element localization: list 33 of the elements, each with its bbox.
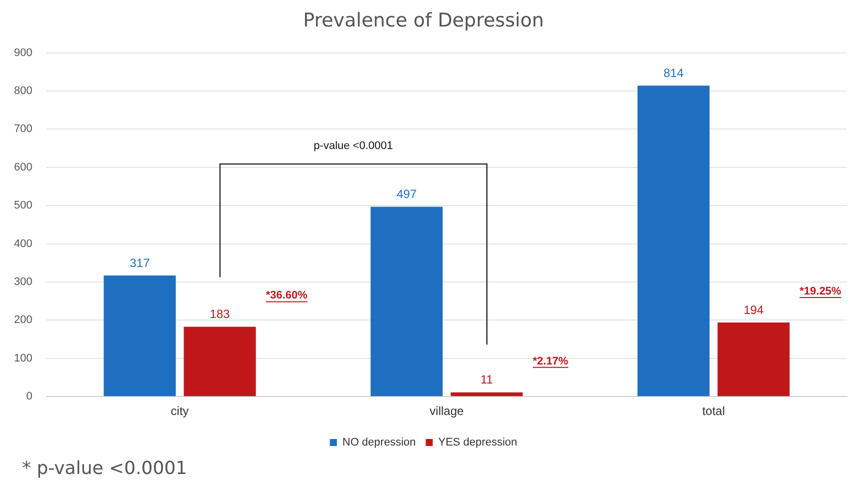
text: * p-value <0.0001 — [22, 458, 188, 479]
bar — [104, 276, 176, 396]
bar — [450, 392, 523, 396]
y-tick-label: 700 — [14, 123, 32, 136]
annotation: *2.17% — [532, 355, 568, 368]
y-tick-label: 900 — [14, 46, 32, 59]
y-tick-label: 800 — [14, 85, 32, 98]
annotation: *36.60% — [266, 290, 308, 302]
y-tick-label: 600 — [14, 161, 32, 174]
y-tick-label: 400 — [14, 238, 32, 250]
bar — [637, 86, 710, 396]
y-tick-label: 100 — [14, 352, 32, 364]
legend-label: YES depression — [438, 436, 518, 449]
legend-label: NO depression — [342, 436, 416, 449]
bar — [718, 322, 790, 396]
data-label: 183 — [210, 307, 230, 322]
x-tick-label: total — [702, 404, 725, 418]
data-label: 497 — [396, 187, 417, 202]
x-tick-label: village — [430, 404, 464, 418]
annotation: *19.25% — [800, 285, 842, 298]
data-label: 194 — [744, 302, 764, 317]
bar — [370, 206, 443, 396]
x-tick-label: city — [170, 404, 189, 418]
data-label: 317 — [130, 256, 150, 270]
annotation: p-value <0.0001 — [314, 140, 393, 152]
data-label: 11 — [480, 372, 494, 387]
y-tick-label: 0 — [26, 390, 32, 403]
y-tick-label: 200 — [14, 314, 32, 326]
bar — [184, 326, 256, 396]
data-label: 814 — [664, 66, 684, 80]
y-tick-label: 500 — [14, 200, 32, 212]
y-tick-label: 300 — [14, 276, 32, 288]
chart-title: Prevalence of Depression — [303, 9, 544, 32]
